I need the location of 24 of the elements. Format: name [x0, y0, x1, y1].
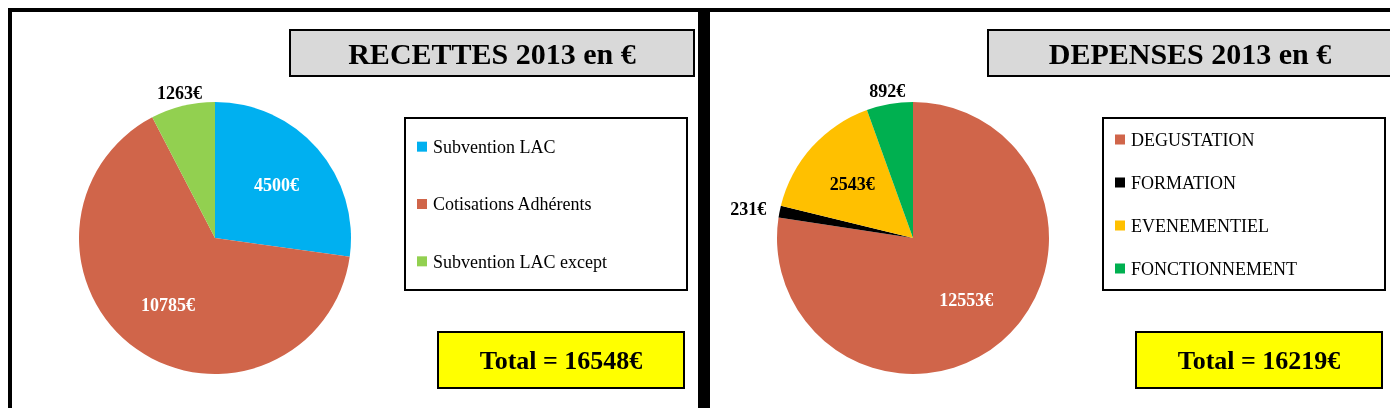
data-label: 231€	[730, 199, 767, 220]
data-label: 4500€	[254, 174, 300, 195]
pie-slice	[152, 102, 215, 238]
data-label: 10785€	[140, 294, 195, 315]
legend-label: EVENEMENTIEL	[1131, 215, 1269, 236]
pie-slice	[780, 110, 913, 238]
chart-title: DEPENSES 2013 en €	[1048, 36, 1332, 70]
legend-label: Cotisations Adhérents	[433, 194, 592, 215]
chart-title: RECETTES 2013 en €	[348, 36, 636, 70]
data-label: 892€	[869, 80, 906, 101]
pie-slice	[777, 102, 1049, 374]
data-label: 12553€	[939, 290, 994, 311]
legend-label: DEGUSTATION	[1131, 129, 1255, 150]
legend-label: FONCTIONNEMENT	[1131, 258, 1297, 279]
legend-label: FORMATION	[1131, 172, 1237, 193]
text: Total = 16548€	[479, 346, 643, 376]
data-label: 2543€	[829, 173, 875, 194]
text: Total = 16219€	[1177, 346, 1341, 376]
legend-label: Subvention LAC except	[433, 251, 607, 272]
pie-slice	[215, 102, 351, 257]
data-label: 1263€	[156, 82, 202, 103]
pie-slice	[778, 205, 913, 238]
pie-slice	[79, 117, 350, 374]
legend-label: Subvention LAC	[433, 136, 556, 157]
